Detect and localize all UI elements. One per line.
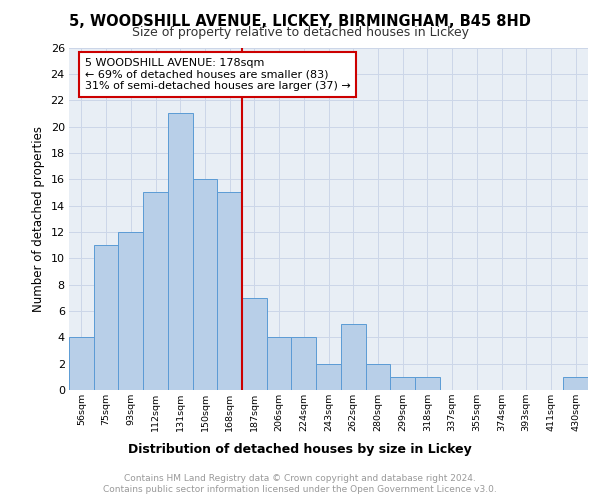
Bar — [267, 338, 292, 390]
Bar — [242, 298, 267, 390]
Bar — [316, 364, 341, 390]
Bar — [94, 245, 118, 390]
Bar — [341, 324, 365, 390]
Bar — [69, 338, 94, 390]
Bar — [193, 179, 217, 390]
Bar — [168, 114, 193, 390]
Y-axis label: Number of detached properties: Number of detached properties — [32, 126, 45, 312]
Bar — [563, 377, 588, 390]
Text: 5, WOODSHILL AVENUE, LICKEY, BIRMINGHAM, B45 8HD: 5, WOODSHILL AVENUE, LICKEY, BIRMINGHAM,… — [69, 14, 531, 29]
Bar — [118, 232, 143, 390]
Bar — [390, 377, 415, 390]
Text: Contains HM Land Registry data © Crown copyright and database right 2024.: Contains HM Land Registry data © Crown c… — [124, 474, 476, 483]
Text: Contains public sector information licensed under the Open Government Licence v3: Contains public sector information licen… — [103, 485, 497, 494]
Bar — [415, 377, 440, 390]
Text: 5 WOODSHILL AVENUE: 178sqm
← 69% of detached houses are smaller (83)
31% of semi: 5 WOODSHILL AVENUE: 178sqm ← 69% of deta… — [85, 58, 350, 91]
Text: Size of property relative to detached houses in Lickey: Size of property relative to detached ho… — [131, 26, 469, 39]
Bar — [365, 364, 390, 390]
Bar — [292, 338, 316, 390]
Bar — [143, 192, 168, 390]
Text: Distribution of detached houses by size in Lickey: Distribution of detached houses by size … — [128, 442, 472, 456]
Bar — [217, 192, 242, 390]
